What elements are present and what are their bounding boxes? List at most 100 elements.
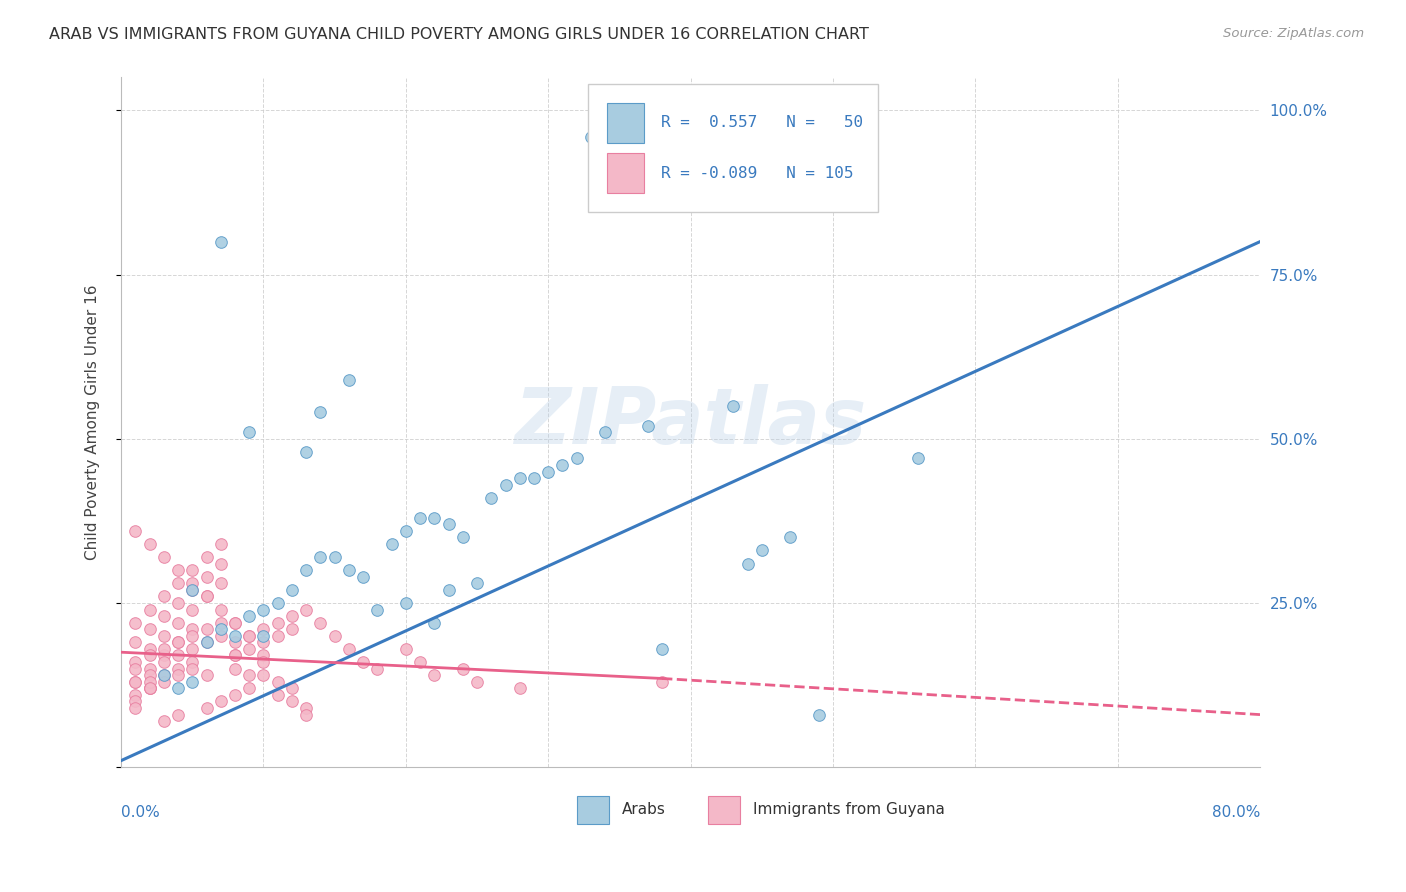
Point bbox=[153, 609, 176, 624]
Point bbox=[723, 399, 745, 413]
Point bbox=[153, 674, 176, 689]
Point bbox=[295, 701, 318, 715]
Point bbox=[195, 549, 218, 564]
Point bbox=[153, 668, 176, 682]
Text: ZIPatlas: ZIPatlas bbox=[515, 384, 866, 460]
FancyBboxPatch shape bbox=[607, 103, 644, 143]
Point bbox=[352, 569, 374, 583]
Point bbox=[153, 668, 176, 682]
Point bbox=[451, 530, 474, 544]
Point bbox=[281, 681, 304, 696]
Text: R = -0.089   N = 105: R = -0.089 N = 105 bbox=[661, 166, 853, 181]
Point bbox=[295, 707, 318, 722]
Point bbox=[751, 543, 773, 558]
Point bbox=[138, 668, 160, 682]
Point bbox=[352, 655, 374, 669]
Point bbox=[153, 641, 176, 656]
Point bbox=[267, 629, 290, 643]
FancyBboxPatch shape bbox=[707, 797, 740, 823]
Point bbox=[167, 635, 190, 649]
Point bbox=[451, 662, 474, 676]
Point bbox=[153, 714, 176, 728]
Point bbox=[124, 615, 146, 630]
Point bbox=[181, 641, 204, 656]
Point bbox=[337, 641, 360, 656]
Point bbox=[323, 629, 346, 643]
Point bbox=[195, 590, 218, 604]
Point bbox=[252, 602, 274, 616]
Point bbox=[195, 569, 218, 583]
Point bbox=[181, 582, 204, 597]
Point bbox=[181, 622, 204, 636]
Point bbox=[395, 641, 418, 656]
Point bbox=[209, 602, 232, 616]
Point bbox=[138, 681, 160, 696]
Point bbox=[309, 615, 332, 630]
Point bbox=[537, 465, 560, 479]
Point bbox=[423, 615, 446, 630]
Point bbox=[181, 662, 204, 676]
Point bbox=[181, 655, 204, 669]
FancyBboxPatch shape bbox=[576, 797, 609, 823]
Point bbox=[224, 648, 246, 663]
Point bbox=[209, 557, 232, 571]
Point bbox=[252, 622, 274, 636]
Point bbox=[465, 674, 488, 689]
Point bbox=[181, 674, 204, 689]
Point bbox=[209, 235, 232, 249]
Point bbox=[124, 635, 146, 649]
Point bbox=[252, 635, 274, 649]
Point bbox=[509, 681, 531, 696]
Point bbox=[181, 629, 204, 643]
Point bbox=[281, 622, 304, 636]
Point bbox=[209, 615, 232, 630]
Point bbox=[209, 537, 232, 551]
Point bbox=[737, 557, 759, 571]
Point bbox=[224, 648, 246, 663]
Point bbox=[224, 615, 246, 630]
Point bbox=[366, 602, 388, 616]
Point bbox=[238, 425, 260, 439]
Point bbox=[124, 662, 146, 676]
Point bbox=[238, 629, 260, 643]
Point bbox=[267, 674, 290, 689]
Point bbox=[153, 655, 176, 669]
Point bbox=[195, 622, 218, 636]
Point bbox=[267, 688, 290, 702]
Point bbox=[224, 615, 246, 630]
Point bbox=[138, 622, 160, 636]
Point bbox=[252, 668, 274, 682]
Point bbox=[124, 524, 146, 538]
Point bbox=[138, 648, 160, 663]
Point bbox=[465, 576, 488, 591]
Point bbox=[281, 582, 304, 597]
Point bbox=[252, 629, 274, 643]
Point bbox=[167, 681, 190, 696]
Point bbox=[409, 510, 432, 524]
Point bbox=[124, 674, 146, 689]
Point bbox=[907, 451, 929, 466]
Point bbox=[209, 629, 232, 643]
Point bbox=[153, 590, 176, 604]
Point bbox=[124, 701, 146, 715]
Point bbox=[138, 662, 160, 676]
Point bbox=[195, 590, 218, 604]
Point bbox=[124, 694, 146, 708]
Point bbox=[167, 576, 190, 591]
Point bbox=[224, 629, 246, 643]
Point bbox=[523, 471, 546, 485]
Point bbox=[167, 662, 190, 676]
Point bbox=[153, 549, 176, 564]
Point bbox=[281, 609, 304, 624]
Point bbox=[323, 549, 346, 564]
Point bbox=[224, 635, 246, 649]
Point bbox=[409, 655, 432, 669]
Point bbox=[651, 674, 673, 689]
Point bbox=[437, 582, 460, 597]
Point bbox=[267, 615, 290, 630]
Point bbox=[807, 707, 830, 722]
Point bbox=[167, 648, 190, 663]
Text: 80.0%: 80.0% bbox=[1212, 805, 1260, 820]
Point bbox=[565, 451, 588, 466]
Point bbox=[437, 517, 460, 532]
